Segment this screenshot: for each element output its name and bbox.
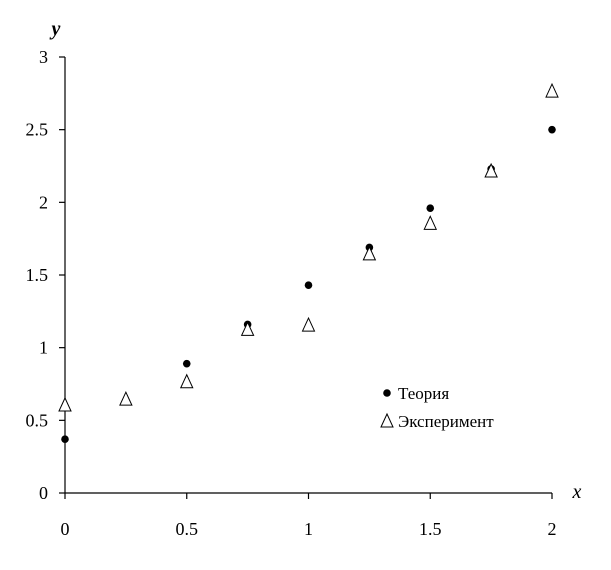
- theory-point: [548, 125, 556, 134]
- experiment-point: [179, 373, 194, 389]
- theory-point: [304, 281, 313, 289]
- x-axis-label: x: [572, 481, 582, 503]
- x-tick-label: 2: [548, 519, 557, 539]
- y-tick-label: 1: [39, 338, 48, 358]
- legend-item-theory: Теория: [383, 384, 449, 403]
- experiment-point: [423, 215, 438, 230]
- y-tick-label: 0: [39, 483, 48, 503]
- y-axis-label: y: [50, 18, 61, 40]
- x-tick-label: 1.5: [419, 519, 442, 539]
- x-tick-label: 0: [61, 519, 70, 539]
- experiment-point: [484, 162, 498, 178]
- x-tick-label: 1: [304, 519, 313, 539]
- y-tick-label: 2: [39, 192, 48, 212]
- experiment-point: [545, 82, 559, 98]
- x-tick-label: 0.5: [176, 519, 199, 539]
- experiment-point: [301, 316, 316, 332]
- y-tick-label: 0.5: [26, 410, 49, 430]
- y-tick-label: 2.5: [26, 120, 49, 140]
- legend-marker-filled-circle: [383, 389, 391, 397]
- legend-label-theory: Теория: [398, 384, 449, 403]
- theory-point: [61, 435, 69, 444]
- y-axis-ticks: 0 0.5 1 1.5 2 2.5 3: [26, 47, 65, 503]
- legend: Теория Эксперимент: [380, 384, 494, 431]
- theory-point: [182, 359, 191, 368]
- theory-point: [426, 204, 435, 212]
- series-experiment: [58, 82, 559, 412]
- axes: 0 0.5 1 1.5 2 0 0.5 1 1.5 2 2.5 3 x y: [26, 18, 582, 539]
- experiment-point: [362, 245, 377, 261]
- data-points: [58, 82, 559, 444]
- experiment-point: [58, 396, 72, 412]
- experiment-point: [240, 321, 255, 336]
- legend-marker-open-triangle: [380, 412, 394, 428]
- legend-label-experiment: Эксперимент: [398, 412, 494, 431]
- experiment-point: [119, 390, 133, 406]
- y-tick-label: 1.5: [26, 265, 49, 285]
- legend-item-experiment: Эксперимент: [380, 412, 494, 431]
- x-axis-ticks: 0 0.5 1 1.5 2: [61, 493, 557, 539]
- series-theory: [61, 125, 556, 444]
- y-tick-label: 3: [39, 47, 48, 67]
